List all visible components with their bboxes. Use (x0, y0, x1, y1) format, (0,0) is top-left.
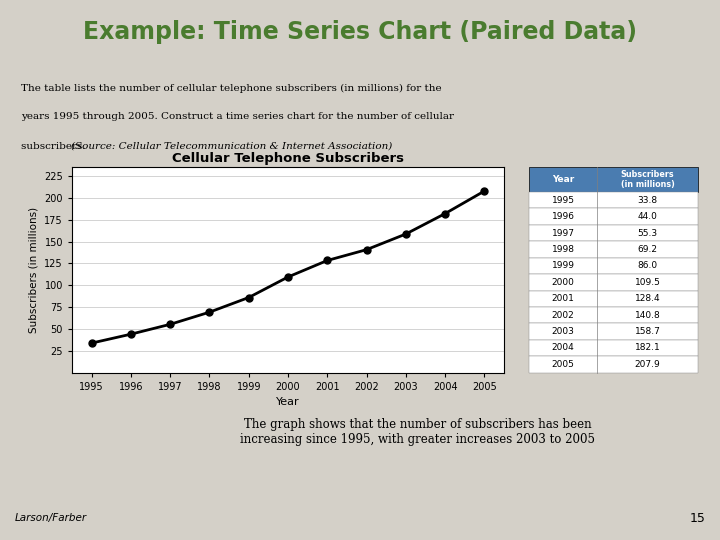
Text: 33.8: 33.8 (638, 195, 657, 205)
Text: 128.4: 128.4 (635, 294, 660, 303)
Text: 109.5: 109.5 (635, 278, 660, 287)
X-axis label: Year: Year (276, 397, 300, 407)
Text: 140.8: 140.8 (635, 310, 660, 320)
Text: 2004: 2004 (552, 343, 575, 353)
Text: 69.2: 69.2 (638, 245, 657, 254)
Text: Subscribers
(in millions): Subscribers (in millions) (621, 170, 675, 190)
Text: Example: Time Series Chart (Paired Data): Example: Time Series Chart (Paired Data) (83, 21, 637, 44)
Text: 1998: 1998 (552, 245, 575, 254)
Bar (529, 241, 698, 258)
Text: 15: 15 (690, 512, 706, 525)
Text: (Source: Cellular Telecommunication & Internet Association): (Source: Cellular Telecommunication & In… (71, 142, 392, 151)
Text: 1995: 1995 (552, 195, 575, 205)
Text: 44.0: 44.0 (638, 212, 657, 221)
Bar (529, 291, 698, 307)
Text: 1999: 1999 (552, 261, 575, 271)
Text: subscribers.: subscribers. (22, 142, 89, 151)
Bar (529, 340, 698, 356)
Text: years 1995 through 2005. Construct a time series chart for the number of cellula: years 1995 through 2005. Construct a tim… (22, 111, 454, 120)
Text: 2002: 2002 (552, 310, 575, 320)
Text: Year: Year (552, 175, 574, 184)
Bar (529, 258, 698, 274)
Text: 1997: 1997 (552, 228, 575, 238)
Bar (529, 225, 698, 241)
Bar (529, 192, 698, 208)
Text: 2001: 2001 (552, 294, 575, 303)
Title: Cellular Telephone Subscribers: Cellular Telephone Subscribers (172, 152, 404, 165)
Text: 2000: 2000 (552, 278, 575, 287)
Bar (529, 356, 698, 373)
Text: 55.3: 55.3 (638, 228, 657, 238)
Bar (529, 274, 698, 291)
Bar (529, 323, 698, 340)
Text: 207.9: 207.9 (635, 360, 660, 369)
Bar (529, 307, 698, 323)
Text: 86.0: 86.0 (638, 261, 657, 271)
Text: 1996: 1996 (552, 212, 575, 221)
Text: The table lists the number of cellular telephone subscribers (in millions) for t: The table lists the number of cellular t… (22, 84, 442, 93)
Text: 2005: 2005 (552, 360, 575, 369)
Bar (529, 208, 698, 225)
Text: The graph shows that the number of subscribers has been
increasing since 1995, w: The graph shows that the number of subsc… (240, 418, 595, 446)
Text: 2003: 2003 (552, 327, 575, 336)
Bar (529, 167, 698, 192)
Y-axis label: Subscribers (in millions): Subscribers (in millions) (29, 207, 39, 333)
Text: 182.1: 182.1 (635, 343, 660, 353)
Text: Larson/Farber: Larson/Farber (14, 514, 86, 523)
Text: 158.7: 158.7 (635, 327, 660, 336)
